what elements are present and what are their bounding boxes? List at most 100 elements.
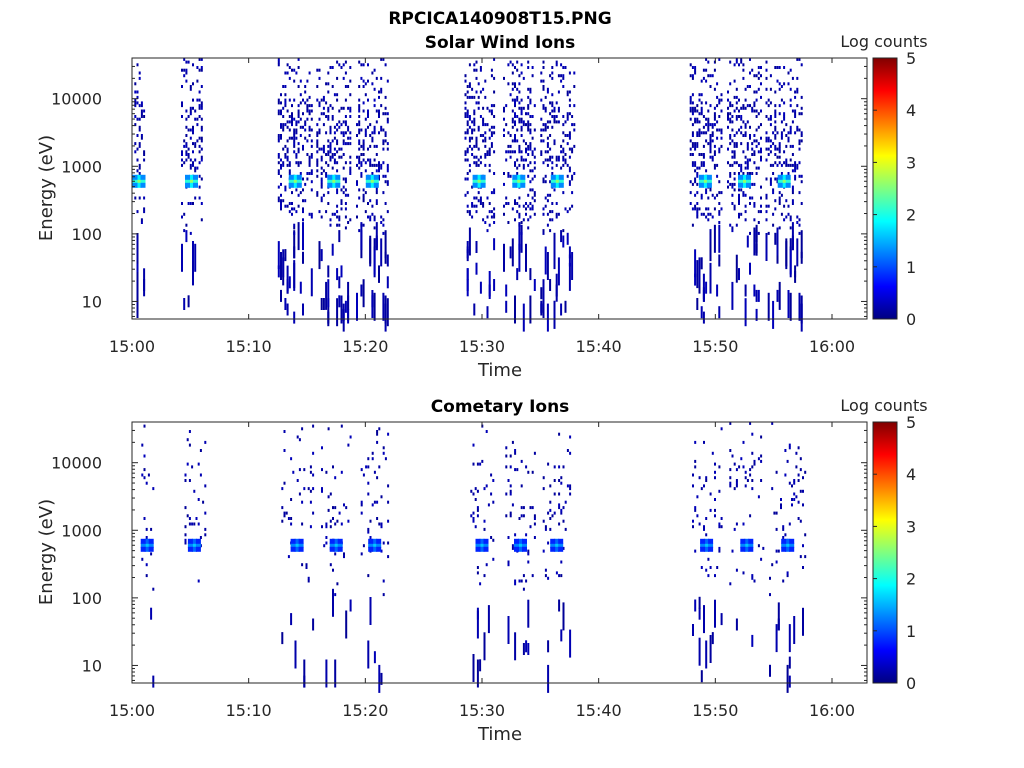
count-cell <box>527 193 530 197</box>
count-cell <box>509 134 512 137</box>
count-cell <box>566 115 569 118</box>
count-cell <box>475 161 478 165</box>
peak-cell <box>148 542 154 548</box>
count-cell <box>702 76 705 80</box>
count-cell <box>306 177 309 181</box>
count-cell <box>729 481 732 485</box>
count-cell <box>189 166 192 170</box>
count-cell <box>192 125 194 129</box>
peak-cell <box>479 546 485 552</box>
count-cell <box>716 120 719 124</box>
count-cell <box>798 292 801 321</box>
peak-cell <box>748 538 754 544</box>
count-cell <box>468 115 471 118</box>
count-cell <box>316 98 319 102</box>
count-cell <box>788 656 791 669</box>
count-cell <box>775 549 778 553</box>
count-cell <box>362 223 365 227</box>
count-cell <box>562 191 565 195</box>
count-cell <box>192 142 194 146</box>
count-cell <box>703 527 705 531</box>
count-cell <box>198 115 201 118</box>
count-cell <box>466 268 469 297</box>
count-cell <box>293 223 296 227</box>
count-cell <box>755 289 758 302</box>
count-cell <box>744 87 747 91</box>
count-cell <box>378 265 380 278</box>
count-cell <box>471 128 474 132</box>
count-cell <box>757 76 760 80</box>
count-cell <box>696 117 699 121</box>
count-cell <box>322 193 325 197</box>
count-cell <box>338 218 341 222</box>
count-cell <box>568 166 571 170</box>
peak-cell <box>706 178 712 184</box>
peak-cell <box>148 546 154 552</box>
count-cell <box>718 115 721 118</box>
peak-cell <box>373 174 379 180</box>
count-cell <box>349 136 352 140</box>
count-cell <box>134 196 137 200</box>
count-cell <box>776 131 779 135</box>
count-cell <box>200 155 203 159</box>
count-cell <box>560 303 563 316</box>
count-cell <box>477 128 480 132</box>
count-cell <box>371 71 374 75</box>
count-cell <box>140 218 143 222</box>
count-cell <box>791 185 794 189</box>
count-cell <box>560 476 563 480</box>
count-cell <box>531 115 534 118</box>
peak-cell <box>708 538 714 544</box>
count-cell <box>304 182 307 186</box>
count-cell <box>486 106 489 110</box>
count-cell <box>280 166 282 170</box>
count-cell <box>727 106 729 110</box>
count-cell <box>138 166 141 170</box>
peak-cell <box>554 182 560 188</box>
peak-cell <box>558 178 564 184</box>
count-cell <box>282 123 285 127</box>
count-cell <box>698 120 701 124</box>
count-cell <box>751 68 754 72</box>
count-cell <box>568 262 571 291</box>
peak-cell <box>185 182 190 188</box>
peak-cell <box>742 182 747 188</box>
count-cell <box>757 544 760 548</box>
count-cell <box>729 60 732 64</box>
count-cell <box>753 182 756 186</box>
count-cell <box>533 451 536 455</box>
count-cell <box>511 125 514 129</box>
count-cell <box>295 153 298 156</box>
count-cell <box>520 158 523 162</box>
count-cell <box>333 158 336 162</box>
count-cell <box>192 249 194 262</box>
count-cell <box>544 106 547 110</box>
count-cell <box>731 182 734 186</box>
count-cell <box>547 541 550 545</box>
count-cell <box>694 109 697 113</box>
peak-cell <box>516 178 522 184</box>
count-cell <box>529 147 532 151</box>
count-cell <box>785 161 788 165</box>
count-cell <box>700 131 703 135</box>
count-cell <box>744 131 747 135</box>
count-cell <box>367 492 370 496</box>
count-cell <box>503 243 505 272</box>
count-cell <box>306 98 309 102</box>
count-cell <box>518 106 521 110</box>
count-cell <box>527 153 530 156</box>
count-cell <box>134 115 137 118</box>
peak-cell <box>148 538 154 544</box>
count-cell <box>367 109 369 113</box>
count-cell <box>772 212 775 216</box>
count-cell <box>380 495 383 499</box>
count-cell <box>143 424 146 428</box>
count-cell <box>181 150 183 154</box>
count-cell <box>293 260 296 289</box>
count-cell <box>192 131 194 135</box>
count-cell <box>794 166 797 170</box>
count-cell <box>767 117 770 121</box>
count-cell <box>198 144 201 148</box>
count-cell <box>798 231 801 235</box>
count-cell <box>696 210 699 214</box>
